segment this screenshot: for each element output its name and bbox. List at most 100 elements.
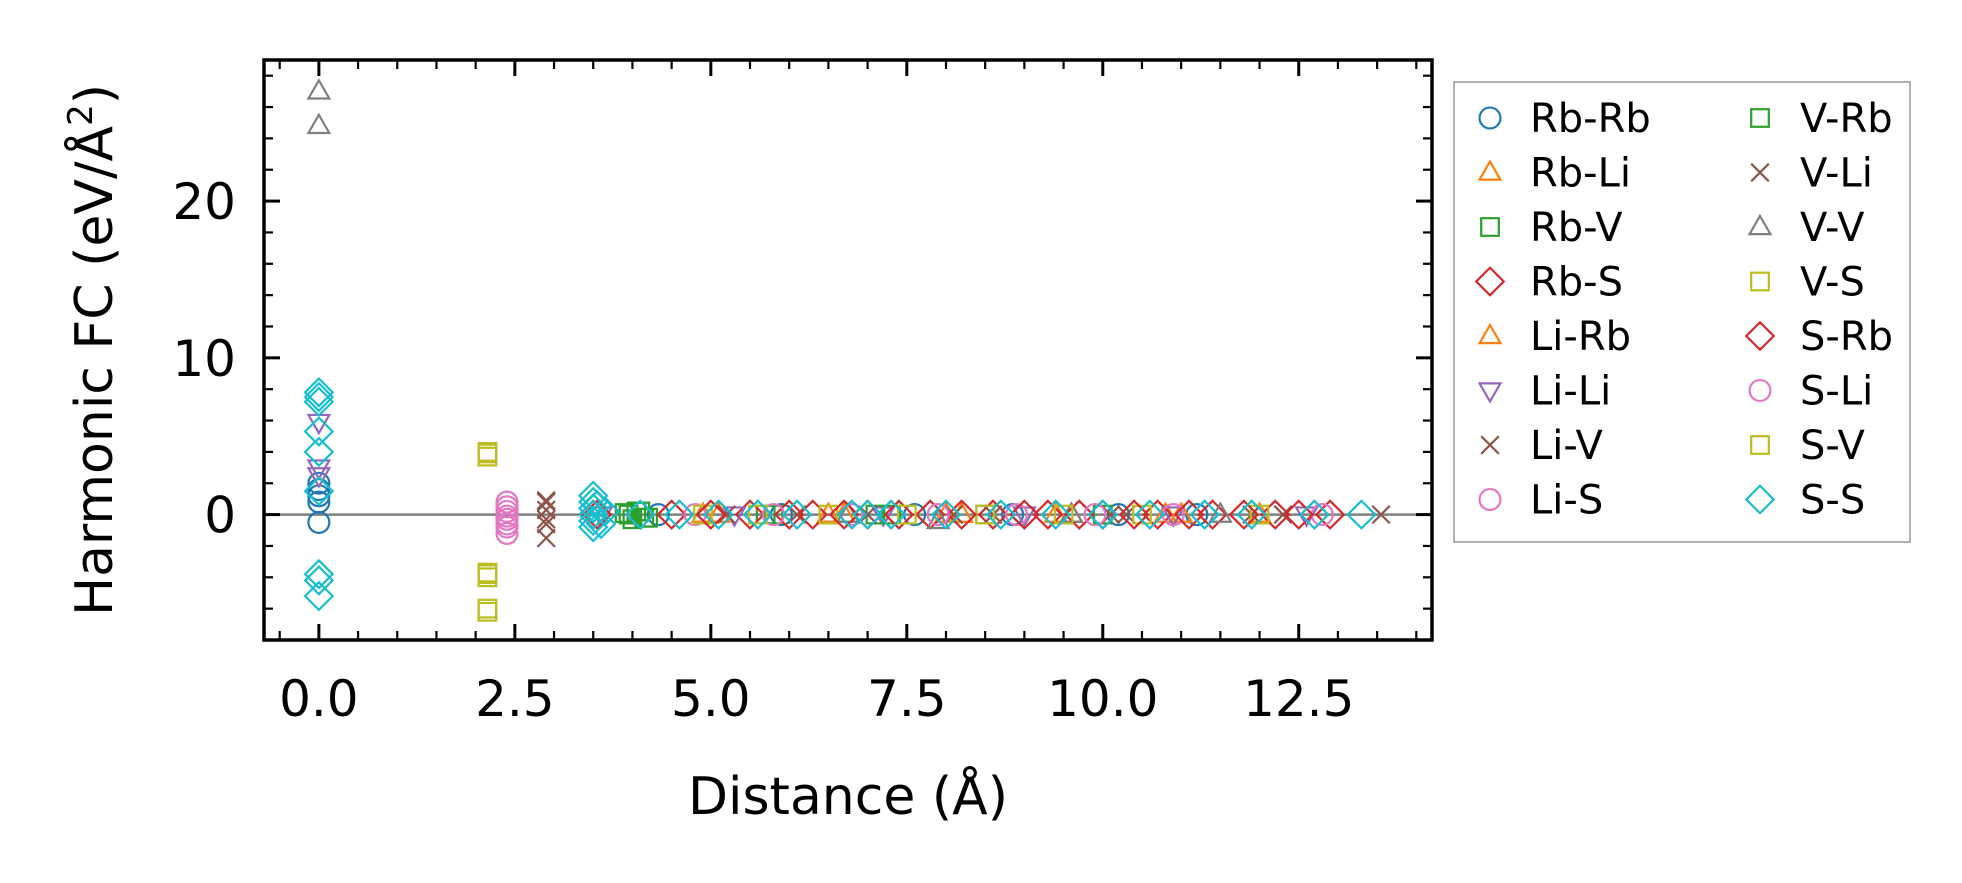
legend-marker <box>1750 108 1770 128</box>
data-point <box>883 499 915 530</box>
legend-label: Rb-V <box>1530 205 1623 251</box>
data-point <box>1236 499 1268 530</box>
data-point <box>495 521 519 545</box>
series-v-v <box>306 78 1233 530</box>
data-point <box>1142 499 1173 530</box>
axis-ticks <box>264 60 1432 642</box>
data-point <box>495 512 519 536</box>
data-point <box>734 499 766 530</box>
legend-entry: Li-S <box>1478 478 1603 524</box>
legend-label: Rb-Rb <box>1530 96 1651 142</box>
data-point <box>646 503 670 527</box>
legend-marker <box>1747 213 1773 236</box>
data-point <box>742 499 774 530</box>
legend-marker <box>1477 159 1503 181</box>
data-point <box>703 499 734 530</box>
data-point <box>303 381 335 413</box>
legend-marker <box>1477 382 1503 404</box>
data-point <box>303 558 335 590</box>
series-s-rb <box>581 499 1315 530</box>
data-point <box>1299 499 1330 530</box>
data-point <box>716 505 737 525</box>
data-point <box>577 499 609 530</box>
data-point <box>930 499 962 530</box>
legend-entry: Li-V <box>1480 423 1603 469</box>
data-point <box>1346 499 1377 530</box>
data-point <box>977 499 1009 530</box>
x-tick-labels: 0.0 2.5 5.0 7.5 10.0 12.5 <box>279 670 1354 728</box>
series-s-v <box>477 443 1074 619</box>
legend-entry: V-Rb <box>1750 96 1893 142</box>
data-point <box>1197 499 1228 530</box>
legend-marker <box>1744 484 1776 515</box>
data-point <box>656 499 687 530</box>
data-point <box>896 504 917 525</box>
data-point <box>926 503 950 527</box>
y-tick-label: 0 <box>204 487 236 545</box>
legend-entry: V-Li <box>1750 151 1873 197</box>
data-point <box>536 490 556 511</box>
x-tick-label: 2.5 <box>475 670 555 728</box>
data-point <box>1083 503 1107 527</box>
data-point <box>1371 505 1391 525</box>
data-point <box>303 436 335 468</box>
y-axis-label-superscript: 2 <box>61 104 101 126</box>
data-point <box>624 499 656 530</box>
data-point <box>536 509 556 529</box>
data-point <box>1228 499 1260 530</box>
data-point <box>695 499 727 530</box>
x-tick-label: 12.5 <box>1243 670 1354 728</box>
legend-entry: S-S <box>1744 478 1865 524</box>
data-point <box>303 475 335 507</box>
y-axis-label: Harmonic FC (eV/Å2) <box>61 84 125 616</box>
data-point <box>828 499 860 530</box>
data-point <box>536 514 556 534</box>
data-point <box>1118 499 1150 530</box>
legend-box <box>1453 81 1911 543</box>
plot-frame <box>262 58 1434 642</box>
legend-marker <box>1480 435 1500 455</box>
data-point <box>303 565 335 596</box>
data-point <box>1259 499 1291 530</box>
legend-label: V-Rb <box>1800 96 1893 142</box>
data-point <box>1106 503 1130 527</box>
data-point <box>536 492 556 512</box>
legend-entry: Li-Rb <box>1477 314 1631 360</box>
data-point <box>536 500 556 520</box>
data-point <box>852 499 883 530</box>
data-point <box>1053 504 1074 525</box>
data-point <box>477 598 498 619</box>
legend-entry: Rb-Li <box>1477 151 1631 197</box>
legend-marker <box>1480 217 1500 237</box>
data-point <box>589 496 621 527</box>
series-s-li <box>495 495 1107 536</box>
data-point <box>1273 505 1293 525</box>
legend-label: S-S <box>1800 478 1865 524</box>
data-point <box>581 489 613 521</box>
data-point <box>303 416 335 447</box>
data-point <box>577 505 609 537</box>
data-point <box>634 507 655 528</box>
data-point <box>1134 499 1166 530</box>
data-point <box>306 78 332 100</box>
legend-marker <box>1478 487 1502 512</box>
legend-entry: Rb-Rb <box>1478 96 1651 142</box>
legend-entry: V-V <box>1747 205 1865 251</box>
data-point <box>1004 503 1029 527</box>
data-point <box>307 490 331 514</box>
data-point <box>303 386 335 418</box>
legend-marker <box>1478 106 1502 130</box>
data-point <box>773 499 805 530</box>
legend-label: Li-S <box>1530 478 1603 524</box>
legend-label: S-Li <box>1800 369 1873 415</box>
data-point <box>1063 499 1095 530</box>
x-tick-label: 7.5 <box>867 670 947 728</box>
legend-label: Rb-Li <box>1530 151 1631 197</box>
y-tick-label: 20 <box>172 173 236 231</box>
x-tick-label: 10.0 <box>1047 670 1158 728</box>
y-axis-label-end: ) <box>65 84 125 104</box>
data-point <box>1283 499 1315 530</box>
data-point <box>1087 499 1119 530</box>
y-tick-labels: 0 10 20 <box>172 173 236 545</box>
y-axis-label-main: Harmonic FC (eV/Å <box>63 125 125 616</box>
